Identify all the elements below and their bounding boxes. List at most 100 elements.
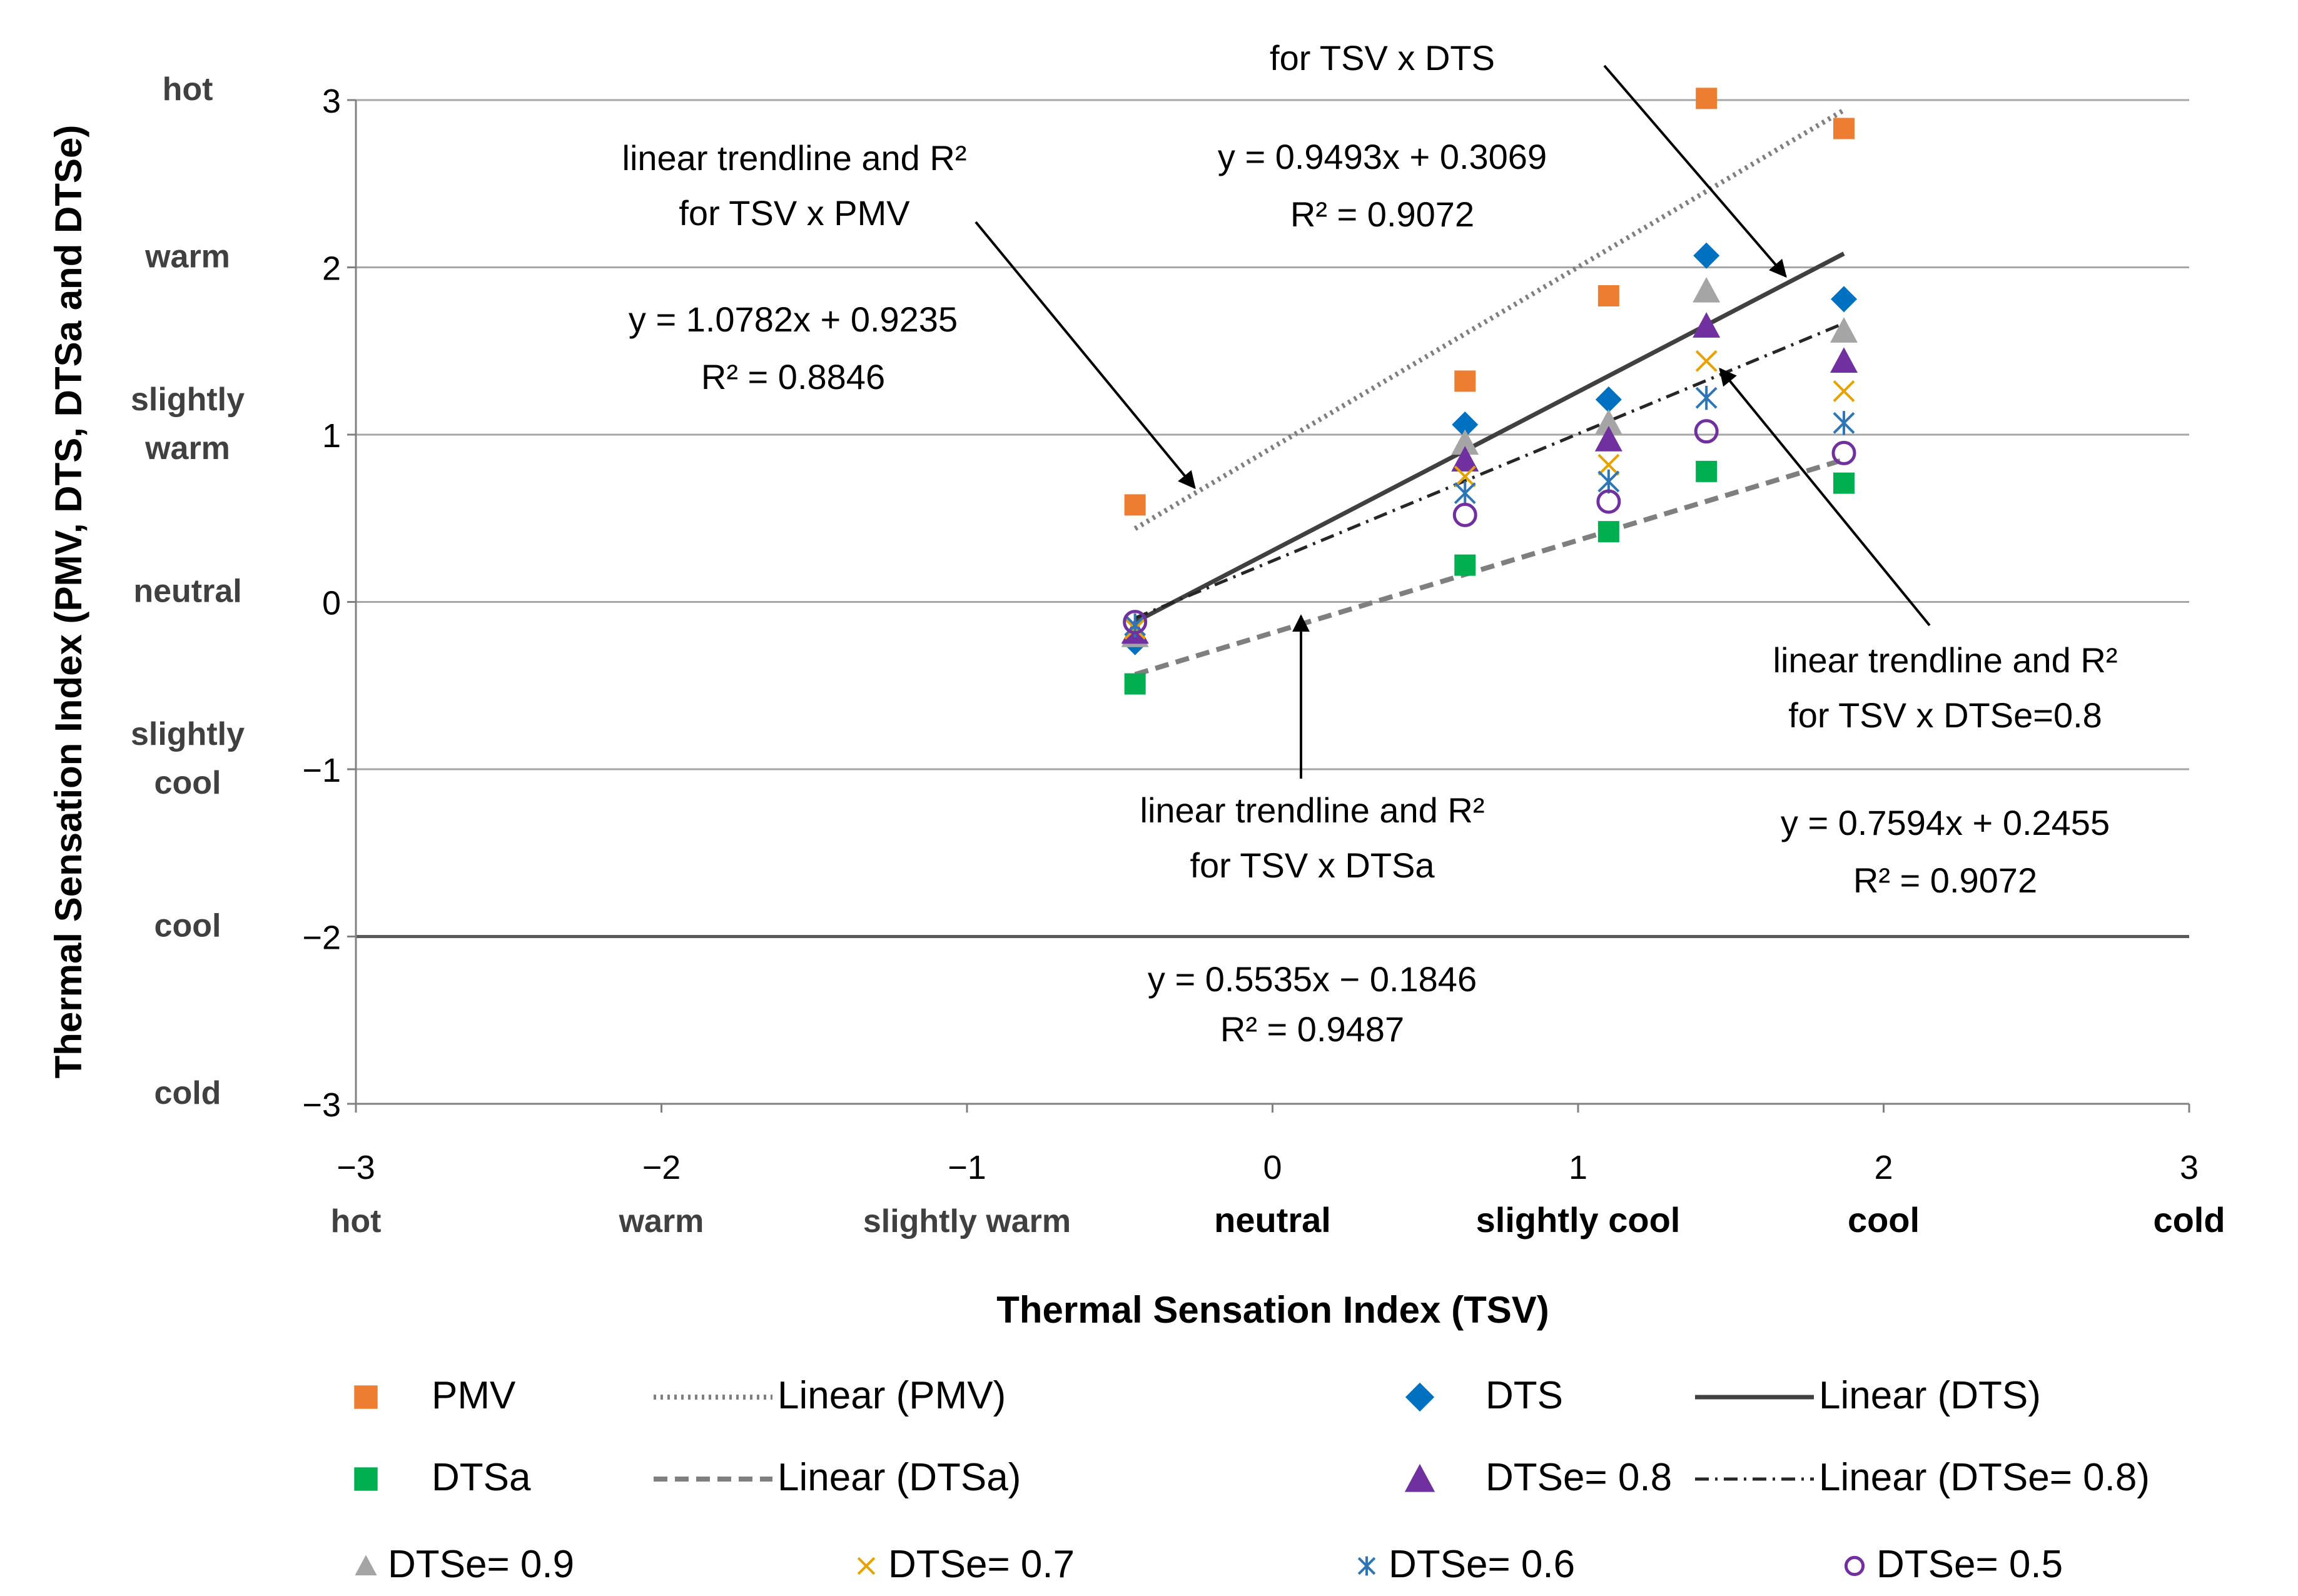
point-dtsa (1124, 673, 1146, 695)
legend-marker (857, 1557, 876, 1575)
point-dtse-0-5 (1694, 419, 1719, 444)
point-dtsa (1454, 554, 1476, 576)
point-dtse-0-5 (1452, 502, 1477, 527)
annotation-dts-eq: y = 0.9493x + 0.3069 R² = 0.9072 (1218, 137, 1547, 234)
annotation-line: for TSV x DTS (1270, 38, 1495, 78)
legend-marker (1357, 1556, 1376, 1576)
point-dtse-0-9 (1451, 429, 1479, 455)
legend-label: Linear (DTSe= 0.8) (1819, 1456, 2150, 1499)
legend-item: DTSe= 0.7 (857, 1543, 1075, 1586)
point-dtsa (1833, 472, 1855, 494)
legend-item: Linear (PMV) (654, 1374, 1006, 1417)
point-dtse-0-7 (1454, 465, 1476, 488)
legend-label: DTS (1486, 1374, 1563, 1417)
y-tick-label: 1 (322, 417, 341, 455)
point-dtse-0-7 (1833, 380, 1855, 402)
y-category-label: cool (154, 765, 221, 801)
annotation-line: y = 0.7594x + 0.2455 (1781, 803, 2110, 842)
legend-label: DTSe= 0.7 (888, 1543, 1075, 1586)
point-dts (1693, 242, 1720, 269)
x-tick-label: 1 (1569, 1149, 1587, 1186)
point-pmv (1696, 88, 1718, 109)
annotation-dtsa-eq: y = 0.5535x − 0.1846 R² = 0.9487 (1148, 959, 1477, 1049)
point-dts (1595, 386, 1622, 413)
y-tick-label: −3 (302, 1086, 341, 1124)
data-points (1121, 88, 1858, 695)
annotation-line: y = 1.0782x + 0.9235 (629, 300, 958, 339)
y-tick-label: 2 (322, 250, 341, 288)
point-dtse-0-8 (1693, 312, 1721, 338)
y-tick-label: 3 (322, 83, 341, 120)
annotation-line: for TSV x DTSa (1190, 846, 1435, 885)
y-category-label: cold (154, 1075, 221, 1111)
x-category-label: neutral (1214, 1200, 1331, 1240)
point-dtse-0-5 (1831, 440, 1856, 465)
y-category-label: warm (144, 430, 230, 467)
x-category-label: hot (331, 1203, 382, 1240)
legend: PMV Linear (PMV) DTS Linear (DTS) DTSa Linear… (354, 1374, 2150, 1586)
y-axis-title: Thermal Sensation Index (PMV, DTS, DTSa … (48, 125, 89, 1079)
x-category-label: slightly cool (1476, 1200, 1681, 1240)
legend-marker (354, 1467, 378, 1491)
legend-label: DTSe= 0.5 (1876, 1543, 2063, 1586)
annotation-line: R² = 0.9487 (1220, 1009, 1404, 1049)
point-dtse-0-7 (1597, 453, 1620, 476)
legend-marker (1844, 1555, 1865, 1577)
x-tick-label: 0 (1263, 1149, 1282, 1186)
point-pmv (1597, 285, 1619, 306)
legend-label: Linear (DTS) (1819, 1374, 2041, 1417)
y-category-label: neutral (133, 573, 241, 610)
x-tick-label: 3 (2180, 1149, 2199, 1186)
annotation-arrow (1719, 367, 1931, 627)
legend-marker (354, 1385, 378, 1409)
y-category-label: hot (163, 71, 213, 108)
point-pmv (1124, 494, 1146, 516)
legend-marker (1404, 1463, 1435, 1492)
annotation-line: R² = 0.8846 (701, 357, 885, 396)
trendline-linear-dtsa- (1134, 457, 1845, 677)
legend-label: DTSe= 0.9 (388, 1543, 574, 1586)
legend-item: DTSe= 0.6 (1357, 1543, 1575, 1586)
point-pmv (1454, 370, 1476, 392)
annotation-line: for TSV x DTSe=0.8 (1788, 695, 2102, 735)
legend-label: PMV (432, 1374, 516, 1417)
point-dtse-0-5 (1596, 489, 1621, 514)
gridlines (356, 99, 2189, 1105)
x-tick-label: 2 (1874, 1149, 1893, 1186)
trendline-linear-dts- (1134, 251, 1845, 624)
legend-item: DTS (1405, 1374, 1563, 1417)
annotation-dtse-label: linear trendline and R² for TSV x DTSe=0.… (1773, 640, 2118, 735)
legend-marker (1405, 1382, 1435, 1412)
legend-marker (355, 1555, 377, 1575)
x-category-label: slightly warm (863, 1203, 1071, 1240)
annotation-pmv-eq: y = 1.0782x + 0.9235 R² = 0.8846 (629, 300, 958, 396)
legend-label: Linear (PMV) (777, 1374, 1006, 1417)
annotations: linear trendline and R² for TSV x PMV y = … (622, 38, 2118, 1049)
point-dtsa (1597, 521, 1619, 543)
annotation-line: R² = 0.9072 (1853, 861, 2037, 900)
legend-item: DTSe= 0.5 (1844, 1543, 2063, 1586)
x-axis-title: Thermal Sensation Index (TSV) (996, 1289, 1549, 1331)
annotation-line: linear trendline and R² (1773, 640, 2118, 680)
y-category-label: slightly (131, 381, 245, 418)
legend-label: Linear (DTSa) (777, 1456, 1021, 1499)
legend-item: Linear (DTSe= 0.8) (1695, 1456, 2150, 1499)
point-dtse-0-8 (1594, 426, 1622, 452)
annotation-line: linear trendline and R² (1140, 790, 1485, 830)
legend-item: DTSe= 0.8 (1404, 1456, 1672, 1499)
annotation-line: for TSV x PMV (679, 193, 910, 233)
annotation-dts-label: for TSV x DTS (1270, 38, 1495, 78)
annotation-dtse-eq: y = 0.7594x + 0.2455 R² = 0.9072 (1781, 803, 2110, 900)
legend-label: DTSe= 0.6 (1389, 1543, 1575, 1586)
point-dtse-0-9 (1830, 317, 1858, 343)
legend-item: Linear (DTS) (1695, 1374, 2041, 1417)
axes: 3 2 1 0 −1 −2 −3 hot warm slightly warm neutral slig… (48, 71, 2225, 1331)
x-category-label: warm (619, 1203, 704, 1240)
point-dtse-0-8 (1830, 347, 1858, 373)
point-dtse-0-9 (1693, 276, 1721, 303)
point-dtse-0-6 (1454, 481, 1476, 505)
point-dtse-0-6 (1695, 385, 1718, 410)
y-tick-label: 0 (322, 585, 341, 622)
y-category-label: cool (154, 908, 221, 944)
